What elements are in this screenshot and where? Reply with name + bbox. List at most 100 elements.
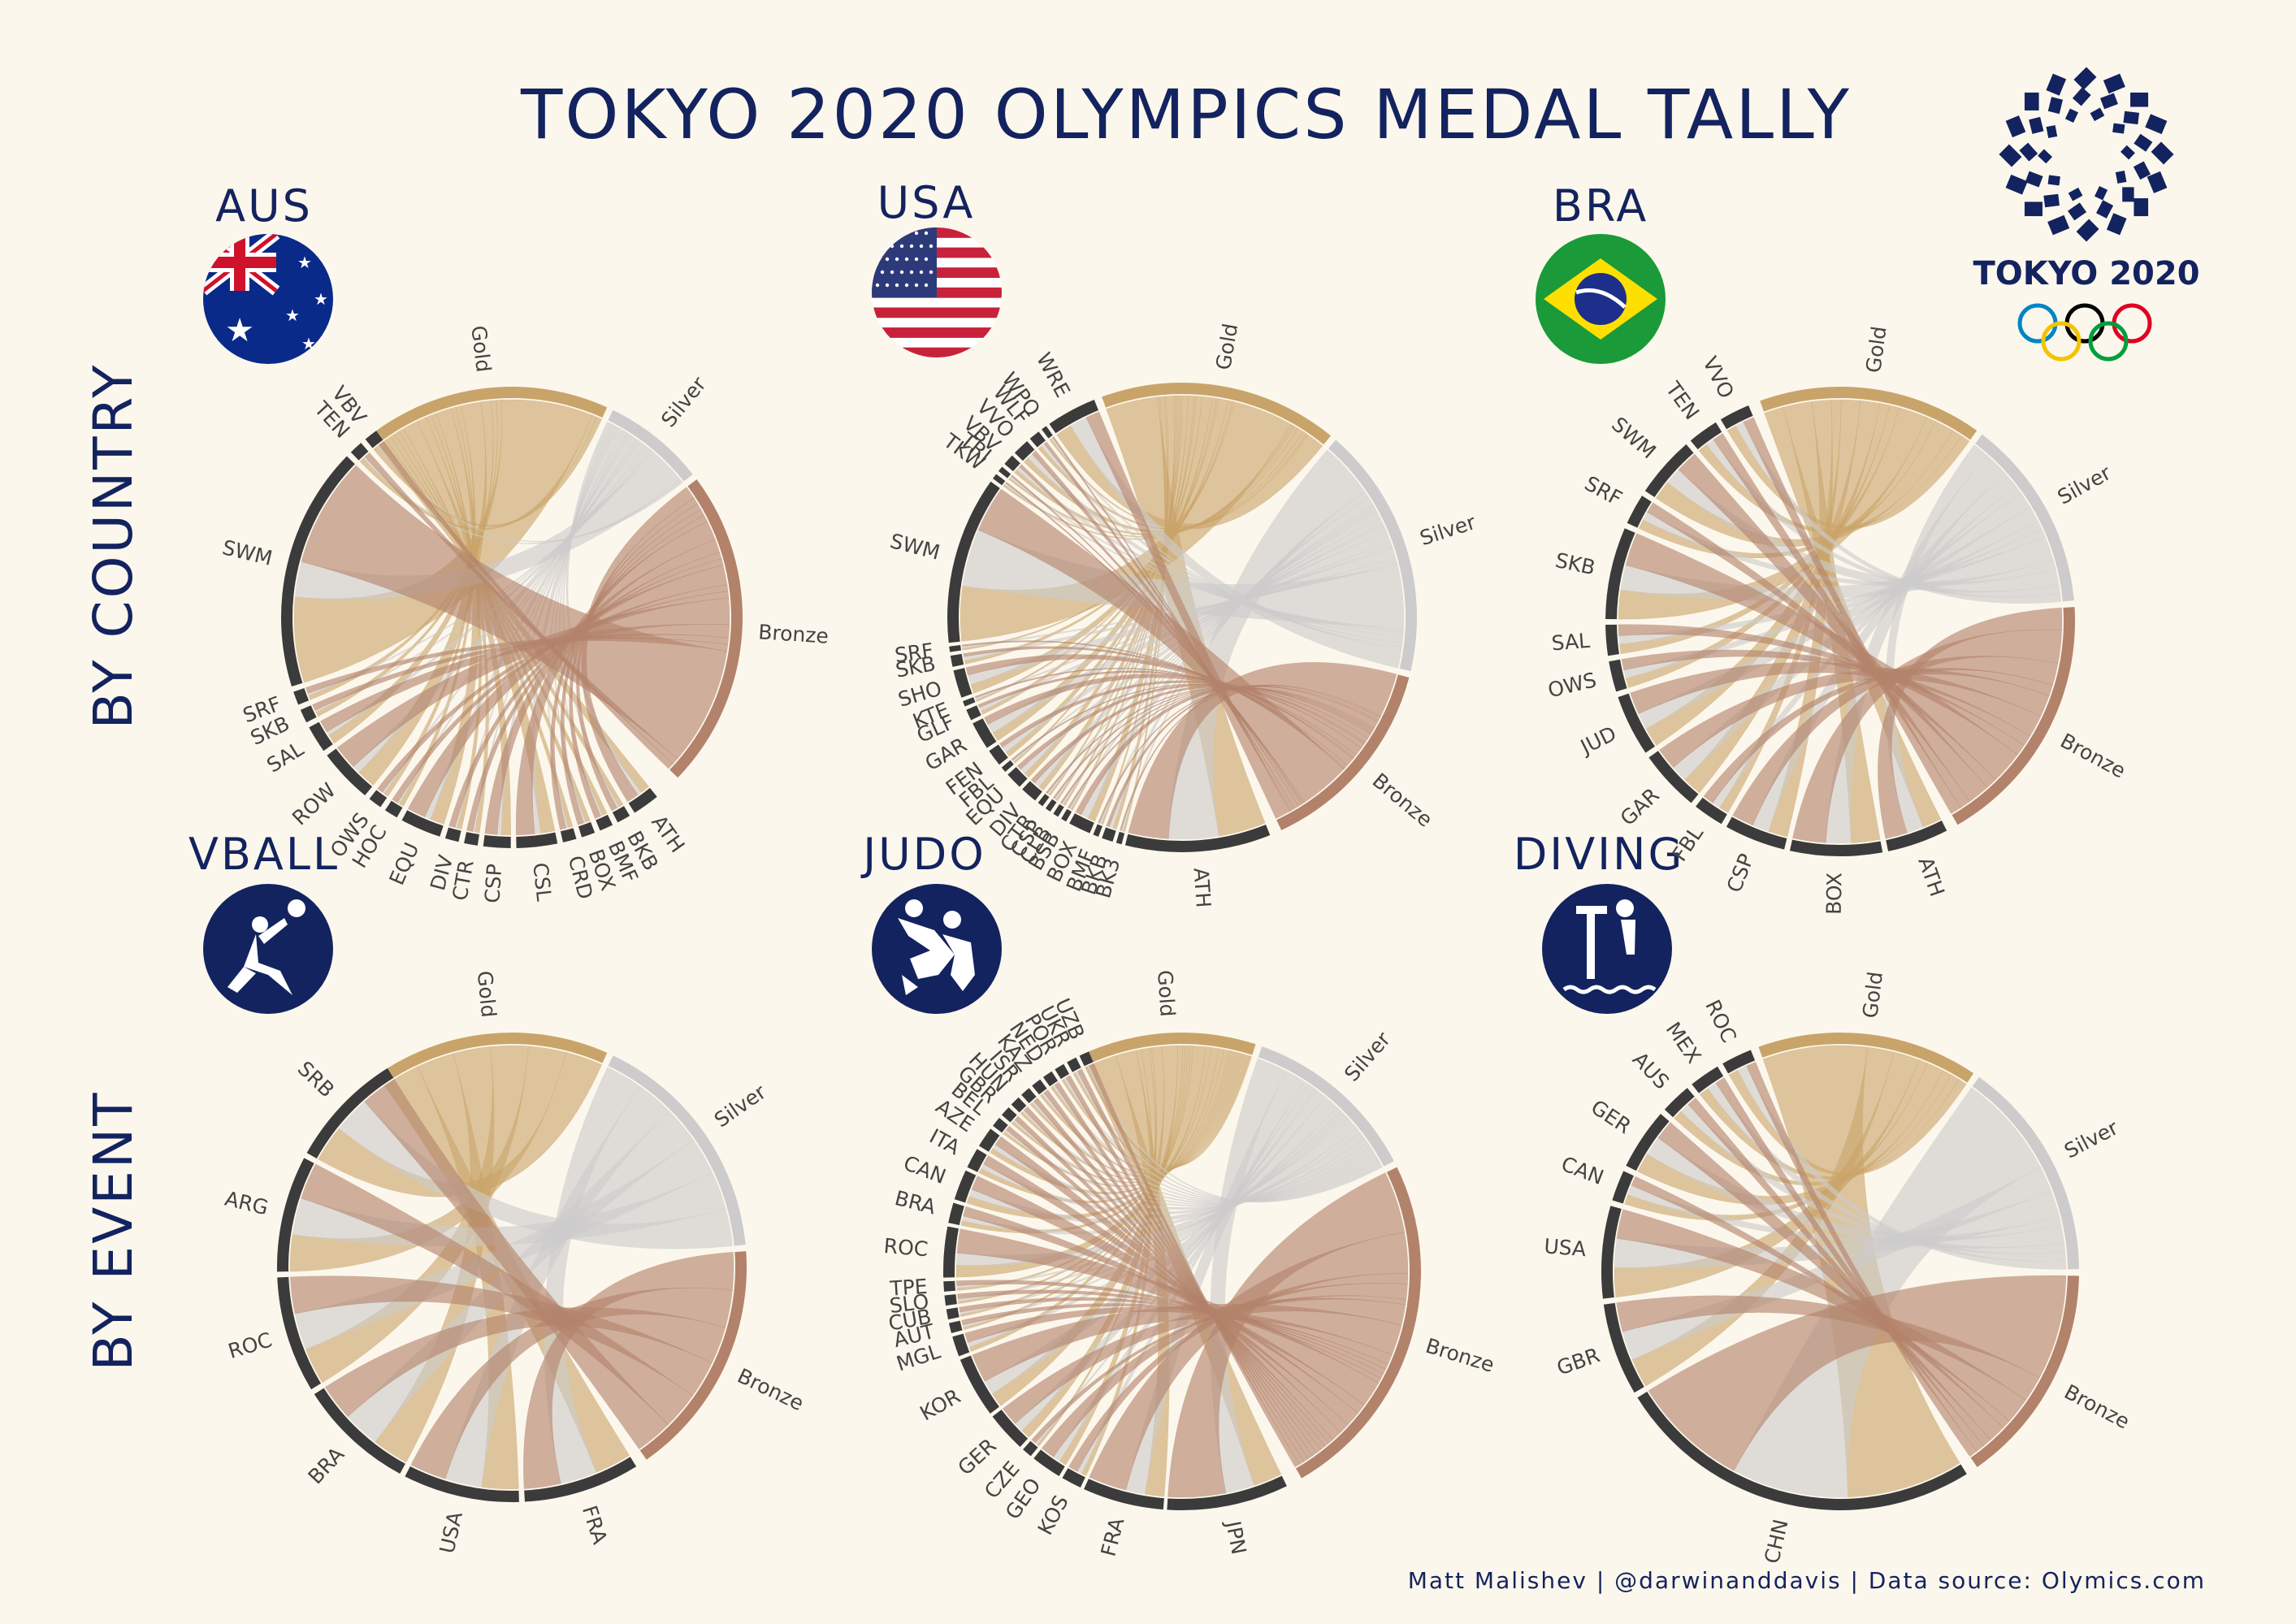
group-arc-aze	[978, 1128, 1000, 1152]
ribbon-bronze-uzb	[1089, 1063, 1300, 1468]
group-arc-csp	[483, 834, 511, 848]
ribbon-silver-wre	[1070, 417, 1402, 669]
chart-title-diving: DIVING	[1514, 829, 1685, 880]
group-arc-ows	[1609, 659, 1627, 692]
group-arc-bmf	[596, 814, 613, 831]
group-label-ath: ATH	[1189, 867, 1215, 908]
group-arc-ger	[992, 1410, 1029, 1448]
group-arc-wpo	[1042, 426, 1053, 439]
ribbon-gold-srb	[318, 1051, 603, 1197]
group-arc-bsb	[1061, 808, 1072, 822]
ribbon-silver-chn	[1733, 1087, 2041, 1498]
group-arc-por	[1055, 1063, 1070, 1080]
group-arc-gbr	[1001, 1106, 1017, 1123]
group-arc-ten	[1690, 422, 1722, 450]
group-arc-ten	[350, 443, 369, 461]
group-arc-srf	[293, 688, 310, 705]
group-arc-fbl	[1001, 760, 1014, 773]
group-arc-gar	[973, 718, 997, 748]
group-arc-kaz	[1032, 1079, 1047, 1095]
usa-flag-icon	[872, 227, 1002, 357]
medal-label-gold: Gold	[466, 324, 496, 374]
chart-title-vball: VBALL	[188, 829, 340, 880]
ribbon-silver-uzb	[1086, 1065, 1383, 1203]
group-arc-tkw	[992, 474, 1006, 486]
group-arc-fra	[1084, 1479, 1164, 1510]
ribbon-bronze-wre	[1085, 411, 1290, 819]
svg-text:★: ★	[314, 289, 328, 309]
group-arc-ows	[369, 790, 388, 808]
group-label-roc: ROC	[883, 1234, 929, 1261]
group-label-slo: SLO	[888, 1289, 930, 1318]
group-arc-kor	[960, 1355, 999, 1414]
credit-line: Matt Malishev | @darwinanddavis | Data s…	[1408, 1567, 2206, 1594]
group-arc-sho	[953, 668, 973, 698]
medal-arc-gold	[370, 386, 608, 445]
group-arc-jud	[1618, 693, 1656, 753]
medal-arc-bronze	[1952, 607, 2076, 825]
ribbons	[1614, 1045, 2067, 1498]
medal-label-gold: Gold	[1858, 970, 1887, 1020]
group-arc-swm	[947, 481, 1000, 643]
group-arc-gar	[1648, 751, 1699, 803]
page-title: TOKYO 2020 OLYMPICS MEDAL TALLY	[520, 75, 1852, 154]
ribbon-gold-vbv	[373, 416, 603, 527]
medal-arc-gold	[1758, 1033, 1974, 1083]
group-arc-usa	[1601, 1206, 1622, 1299]
group-arc-swm	[1644, 444, 1694, 498]
ribbon-bronze-srb	[364, 1079, 669, 1450]
group-arc-skb	[950, 653, 964, 667]
chord-chart-usa: GoldSilverBronzeATHBK3BKBBMFBOXBSBCLBCSP…	[888, 322, 1479, 908]
chord-chart-judo: GoldSilverBronzeJPNFRAKOSGEOCZEGERKORMGL…	[883, 969, 1497, 1558]
ribbons	[289, 1045, 734, 1490]
group-label-box: BOX	[1822, 873, 1847, 915]
group-arc-ath	[628, 787, 657, 813]
ribbon-gold-por	[1061, 1054, 1247, 1171]
group-arc-wlf	[1029, 431, 1046, 448]
medal-arc-gold	[1760, 386, 1978, 440]
ribbons	[293, 399, 730, 836]
group-arc-sal	[309, 721, 333, 751]
group-arc-gbr	[1603, 1302, 1644, 1393]
svg-text:★: ★	[285, 305, 300, 325]
ribbon-silver-roc	[1737, 1065, 2067, 1270]
brazil-flag-icon	[1536, 234, 1666, 364]
group-arc-usa	[405, 1466, 519, 1502]
group-arc-bk3	[1116, 831, 1125, 845]
logo-text: TOKYO 2020	[1973, 255, 2199, 292]
group-arc-bkb	[612, 806, 630, 823]
group-arc-skb	[300, 705, 317, 723]
chart-title-judo: JUDO	[860, 829, 986, 880]
group-arc-tpe	[943, 1280, 956, 1292]
svg-text:★: ★	[225, 312, 254, 349]
medal-label-bronze: Bronze	[758, 620, 830, 647]
medal-arc-gold	[1102, 383, 1332, 445]
medal-arc-silver	[608, 1055, 746, 1246]
medal-arc-bronze	[1296, 1167, 1421, 1479]
ribbon-gold-ned	[1050, 1053, 1245, 1172]
group-arc-crd	[560, 828, 577, 842]
ribbons	[955, 1045, 1409, 1498]
group-arc-roc	[1722, 1050, 1756, 1074]
group-arc-aus	[1664, 1088, 1695, 1118]
group-arc-fen	[989, 744, 1008, 765]
ribbon-gold-isr	[1029, 1051, 1240, 1177]
group-arc-mex	[1692, 1066, 1724, 1093]
group-arc-csp	[1045, 799, 1057, 812]
olympic-rings-icon	[2017, 303, 2152, 362]
group-arc-srf	[1627, 496, 1652, 528]
medal-arc-gold	[1081, 1033, 1256, 1066]
group-arc-can	[1612, 1171, 1634, 1204]
group-label-usa: USA	[1543, 1234, 1587, 1261]
judo-icon	[872, 884, 1002, 1014]
group-arc-kte	[963, 697, 976, 707]
group-arc-wre	[1049, 400, 1098, 434]
group-arc-ath	[1886, 821, 1947, 851]
group-arc-cze	[1023, 1440, 1038, 1457]
ribbon-bronze-vvo	[1743, 417, 1961, 814]
medal-arc-silver	[1258, 1046, 1394, 1167]
group-label-csl: CSL	[528, 861, 556, 902]
ribbon-gold-uzb	[1085, 1055, 1253, 1167]
group-arc-div	[1022, 781, 1042, 801]
group-arc-vbv	[365, 431, 383, 448]
